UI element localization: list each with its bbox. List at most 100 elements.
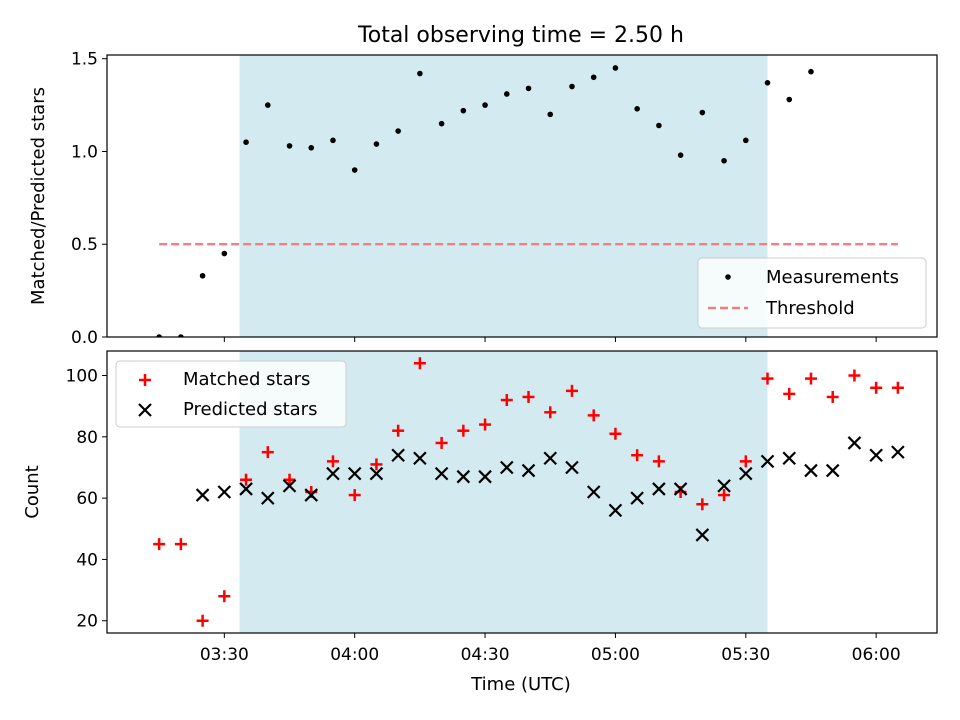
predicted-star-point (565, 460, 579, 475)
predicted-star-point (804, 463, 818, 478)
legend-label-matched: Matched stars (183, 369, 310, 390)
predicted-star-point (869, 448, 883, 462)
matched-star-point (457, 424, 470, 437)
predicted-star-point (391, 448, 405, 462)
x-axis-label: Time (UTC) (470, 674, 571, 695)
matched-star-point (891, 381, 904, 394)
measurement-point (742, 137, 749, 144)
predicted-star-point (630, 491, 644, 505)
bottom-axes-frame (106, 350, 938, 634)
predicted-star-point (326, 466, 340, 481)
matched-star-point (348, 489, 361, 502)
top-y-tick-label: 1.0 (71, 142, 98, 162)
predicted-star-point (760, 454, 775, 469)
matched-star-point (631, 449, 644, 462)
legend-label-measurements: Measurements (766, 267, 899, 288)
predicted-star-point (673, 482, 688, 496)
bottom-x-tick-label: 04:00 (330, 645, 379, 665)
matched-star-point (609, 427, 622, 440)
predicted-star-point (586, 485, 601, 499)
bottom-x-tick-label: 05:00 (591, 645, 640, 665)
matched-star-point (544, 406, 557, 419)
matched-star-point (739, 455, 752, 468)
legend-label-predicted: Predicted stars (183, 399, 317, 420)
measurement-point (764, 80, 771, 86)
top-y-tick-label: 0.0 (71, 328, 98, 348)
matched-star-point (326, 455, 339, 468)
measurement-point (438, 120, 445, 127)
measurement-point (482, 102, 488, 108)
bottom-y-tick-label: 100 (66, 367, 98, 387)
predicted-star-point (847, 436, 862, 450)
bottom-y-tick-label: 80 (76, 428, 98, 448)
bottom-y-tick-label: 40 (76, 550, 98, 570)
predicted-star-point (739, 466, 753, 481)
measurement-point (199, 272, 206, 279)
measurement-point (243, 139, 249, 145)
matched-star-point (783, 387, 796, 400)
predicted-star-point (239, 482, 253, 496)
bottom-y-tick-label: 60 (76, 489, 98, 509)
bottom-axes: 20 40 60 80 100 03:30 04:00 04:30 05:00 05:30 06:0… (66, 367, 901, 665)
measurement-point (612, 65, 619, 71)
bottom-x-tick-label: 06:00 (852, 645, 901, 665)
measurement-point (590, 74, 597, 81)
predicted-star-point (500, 460, 514, 475)
matched-star-point (652, 455, 665, 468)
predicted-star-point (608, 503, 623, 518)
predicted-star-point (695, 528, 710, 542)
predicted-star-point (782, 451, 797, 466)
matched-star-point (565, 384, 578, 397)
predicted-star-point (304, 488, 319, 502)
predicted-star-point (456, 469, 471, 484)
measurement-point (373, 141, 380, 147)
top-y-tick-label: 0.5 (71, 235, 98, 255)
matched-star-point (587, 409, 600, 422)
bottom-x-tick-label: 05:30 (721, 645, 770, 665)
matched-star-point (283, 473, 296, 486)
measurement-point (721, 157, 727, 164)
predicted-star-point (652, 482, 666, 496)
measurement-point (221, 250, 228, 257)
top-y-axis-label: Matched/Predicted stars (28, 87, 49, 305)
matched-star-point (392, 424, 405, 437)
matched-star-point (240, 473, 253, 486)
matched-star-point (848, 369, 861, 382)
bottom-chart-panel: 20 40 60 80 100 03:30 04:00 04:30 05:00 05:30 06:0… (22, 350, 938, 695)
matched-star-point (761, 372, 774, 385)
bottom-legend-box (115, 360, 347, 428)
matched-star-point (522, 390, 535, 403)
measurement-point (569, 83, 575, 90)
measurement-point (786, 96, 793, 103)
measurement-point (699, 109, 706, 116)
top-plot-area (156, 55, 898, 337)
top-legend: Measurements Threshold (697, 257, 927, 329)
measurement-point (417, 70, 423, 77)
legend-marker-measurements (725, 274, 731, 280)
matched-star-point (153, 538, 166, 551)
top-axes: 0.0 0.5 1.0 1.5 (71, 50, 877, 348)
matched-star-point (479, 418, 492, 431)
predicted-star-point (261, 491, 275, 505)
predicted-star-point (434, 466, 449, 481)
bottom-y-tick-label: 20 (76, 612, 98, 632)
predicted-star-point (521, 463, 536, 478)
top-axes-frame (106, 54, 938, 338)
matched-star-point (435, 436, 448, 449)
predicted-star-point (413, 451, 427, 466)
measurement-point (525, 85, 532, 92)
measurement-point (503, 91, 510, 97)
measurement-point (808, 68, 814, 75)
predicted-star-point (717, 479, 731, 493)
measurement-point (351, 167, 358, 173)
measurement-point (156, 334, 162, 337)
matched-star-point (718, 489, 731, 502)
measurement-point (178, 334, 184, 337)
predicted-star-point (543, 451, 558, 466)
measurement-point (286, 143, 293, 149)
matched-star-point (261, 446, 274, 459)
predicted-star-point (217, 485, 232, 499)
top-y-tick-label: 1.5 (71, 50, 98, 70)
measurement-point (656, 122, 662, 129)
